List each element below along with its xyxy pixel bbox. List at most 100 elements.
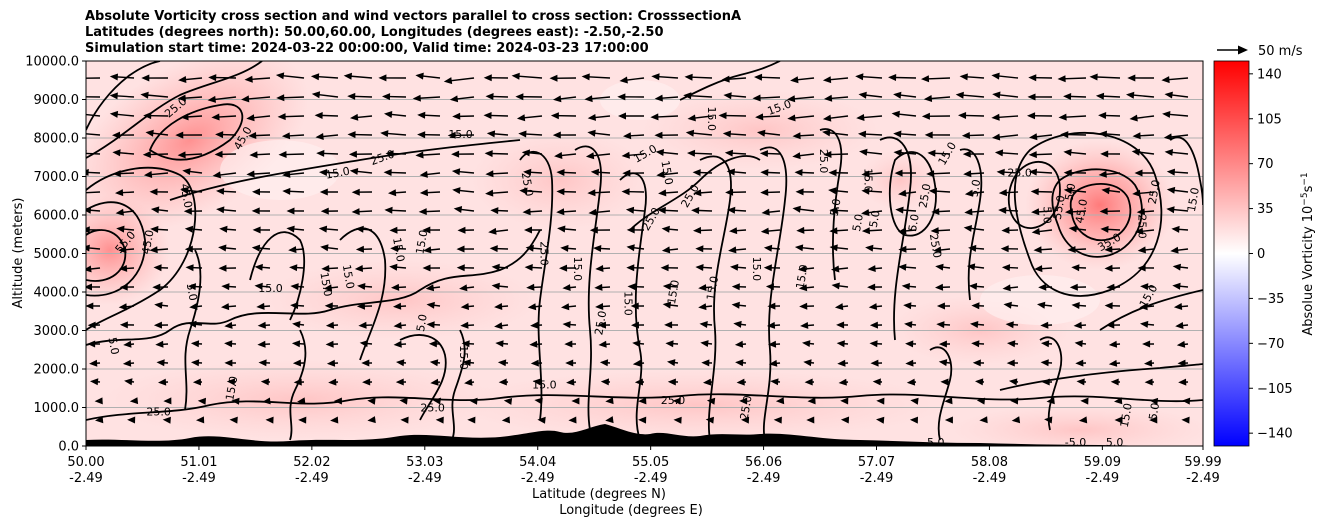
contour-label: 25.0 bbox=[146, 405, 171, 418]
contour-label: 5.0 bbox=[1041, 206, 1054, 224]
wind-vector-head bbox=[976, 397, 986, 405]
wind-vector-head bbox=[142, 151, 151, 158]
wind-vector-head bbox=[393, 322, 402, 329]
contour-label: 25.0 bbox=[817, 149, 830, 174]
contour-label: 25.0 bbox=[537, 241, 550, 266]
wind-vector-head bbox=[503, 398, 513, 405]
contour-label: 5.0 bbox=[1106, 436, 1124, 449]
contour-45-right-blob bbox=[1051, 168, 1143, 258]
wind-vector-head bbox=[449, 95, 459, 103]
wind-vector-head bbox=[757, 129, 766, 137]
wind-vector-head bbox=[979, 416, 988, 424]
wind-vector-head bbox=[627, 283, 636, 291]
wind-vector-head bbox=[556, 188, 565, 196]
wind-vector-head bbox=[143, 171, 153, 178]
wind-vector-head bbox=[447, 131, 456, 139]
contour-label: 15.0 bbox=[532, 378, 557, 391]
wind-vector-head bbox=[760, 169, 769, 176]
contour-label: 15.0 bbox=[413, 229, 430, 255]
wind-vector-head bbox=[412, 94, 421, 102]
wind-vector-head bbox=[822, 76, 832, 84]
wind-vector-head bbox=[909, 416, 918, 424]
wind-vector-head bbox=[926, 170, 935, 178]
wind-vector-head bbox=[905, 359, 914, 367]
wind-vector-head bbox=[150, 225, 159, 233]
wind-vector-head bbox=[216, 206, 225, 214]
wind-vector-head bbox=[556, 208, 565, 216]
wind-vector-head bbox=[292, 359, 301, 367]
wind-vector-head bbox=[651, 73, 660, 81]
wind-vector-head bbox=[218, 244, 227, 252]
wind-vector-head bbox=[1108, 359, 1118, 367]
y-tick-label: 7000.0 bbox=[34, 170, 80, 185]
wind-vector-head bbox=[350, 113, 359, 121]
wind-vector-head bbox=[752, 94, 761, 102]
wind-vector-head bbox=[152, 283, 161, 291]
wind-vector-head bbox=[275, 72, 285, 80]
wind-vector-head bbox=[354, 265, 363, 272]
wind-vector-head bbox=[998, 189, 1007, 197]
wind-vector-head bbox=[600, 378, 609, 386]
contour-label: 15.0 bbox=[705, 107, 718, 132]
wind-vector-head bbox=[276, 94, 285, 102]
wind-vector-head bbox=[664, 321, 673, 329]
contour-15-center-d bbox=[759, 146, 788, 441]
wind-vector-head bbox=[324, 302, 333, 310]
wind-vector-head bbox=[1001, 264, 1011, 272]
wind-vector-head bbox=[655, 149, 664, 156]
wind-vector-head bbox=[822, 129, 831, 137]
wind-vector-head bbox=[1074, 340, 1083, 348]
wind-vector-head bbox=[180, 187, 189, 194]
wind-vector-head bbox=[460, 321, 469, 329]
chart-title-line-3: Simulation start time: 2024-03-22 00:00:… bbox=[85, 41, 649, 56]
wind-vector-head bbox=[972, 359, 981, 367]
contour-label: 5.0 bbox=[184, 282, 200, 301]
y-tick-label: 9000.0 bbox=[34, 93, 80, 108]
wind-vector-head bbox=[485, 170, 494, 178]
wind-vector-head bbox=[898, 189, 907, 197]
contour-label: 45.0 bbox=[1073, 198, 1090, 224]
wind-vector-head bbox=[794, 169, 803, 176]
wind-vector bbox=[86, 113, 101, 117]
wind-vector-head bbox=[894, 169, 903, 177]
wind-vector-head bbox=[1131, 148, 1140, 156]
wind-vector-head bbox=[426, 321, 435, 329]
wind-vector-head bbox=[731, 301, 740, 309]
wind-vector-head bbox=[422, 264, 431, 272]
wind-vector-head bbox=[191, 359, 200, 367]
wind-vector-head bbox=[1163, 133, 1173, 141]
chart-title-line-1: Absolute Vorticity cross section and win… bbox=[85, 9, 742, 24]
wind-vector-head bbox=[518, 130, 527, 138]
wind-vector-head bbox=[590, 168, 599, 176]
contour-label: 25.0 bbox=[1007, 167, 1032, 180]
wind-vector-head bbox=[389, 226, 398, 234]
wind-vector-head bbox=[112, 170, 121, 178]
wind-vector-head bbox=[1106, 321, 1115, 329]
wind-vector-head bbox=[891, 110, 900, 118]
wind-vector-head bbox=[265, 416, 274, 424]
contour-label: 5.0 bbox=[927, 436, 945, 449]
wind-vector-head bbox=[1098, 112, 1107, 119]
wind-vector-head bbox=[667, 378, 676, 386]
wind-vector-head bbox=[1140, 283, 1149, 291]
wind-vector-head bbox=[597, 321, 606, 329]
wind-vector-head bbox=[765, 283, 774, 291]
wind-vector-head bbox=[417, 131, 426, 139]
wind-vector-head bbox=[1144, 378, 1153, 386]
x-axis-label-longitude: Longitude (degrees E) bbox=[559, 503, 703, 518]
x-tick-label-lat: 57.07 bbox=[858, 455, 895, 470]
wind-vector-head bbox=[921, 75, 930, 83]
colorbar-tick-label: −105 bbox=[1257, 382, 1293, 397]
wind-vector-head bbox=[1171, 225, 1180, 233]
y-tick-label: 2000.0 bbox=[34, 363, 80, 378]
wind-vector-head bbox=[523, 168, 532, 176]
wind-vector-head bbox=[893, 91, 902, 99]
wind-vector-head bbox=[417, 111, 426, 119]
wind-vector-head bbox=[638, 416, 647, 424]
wind-vector-head bbox=[1175, 322, 1184, 329]
wind-vector-head bbox=[829, 244, 838, 252]
wind-vector bbox=[86, 152, 101, 155]
wind-vector-head bbox=[155, 340, 164, 348]
orography bbox=[86, 424, 1203, 446]
wind-vector-head bbox=[429, 359, 439, 367]
